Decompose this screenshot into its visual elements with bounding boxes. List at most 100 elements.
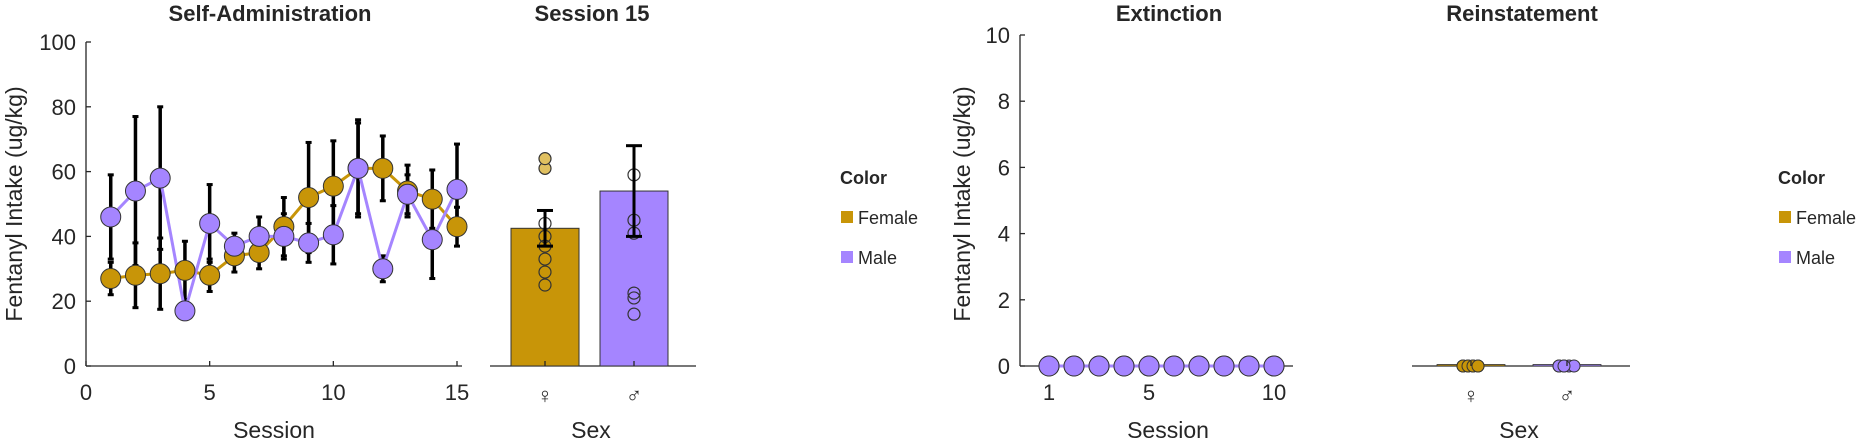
female-individual-point (538, 152, 552, 166)
male-point (446, 178, 468, 200)
legend-2-male-label: Male (1796, 248, 1835, 268)
legend-1-title: Color (840, 168, 887, 188)
session15-error-bars (537, 144, 642, 248)
y-tick-label: 4 (998, 222, 1010, 247)
extinction-panel: Extinction 0 2 4 6 8 10 1 5 10 Session Fentanyl … (949, 1, 1293, 443)
legend-1: Color Female Male (840, 168, 918, 268)
male-point (372, 258, 394, 280)
male-point (1238, 355, 1260, 377)
x-tick-label: 0 (80, 380, 92, 405)
male-point (298, 232, 320, 254)
legend-1-female-swatch (841, 211, 853, 223)
y-tick-label: 8 (998, 89, 1010, 114)
male-point (1063, 355, 1085, 377)
session15-bars (510, 190, 669, 367)
legend-2: Color Female Male (1778, 168, 1856, 268)
male-point (1213, 355, 1235, 377)
y-tick-label: 80 (52, 95, 76, 120)
extinction-y-label: Fentanyl Intake (ug/kg) (949, 86, 975, 321)
legend-2-male-swatch (1779, 251, 1791, 263)
male-point (273, 225, 295, 247)
male-point (397, 183, 419, 205)
self-administration-panel: Self-Administration 0 20 40 60 80 100 0 5 10 15 S… (1, 1, 469, 443)
male-point (174, 300, 196, 322)
x-tick-label: 10 (1262, 380, 1286, 405)
self-administration-points (100, 157, 468, 322)
female-point (298, 187, 320, 209)
session15-title: Session 15 (535, 1, 650, 26)
y-tick-label: 100 (39, 30, 76, 55)
male-point (1263, 355, 1285, 377)
x-tick-label: ♀ (1463, 383, 1480, 408)
x-tick-label: ♀ (537, 383, 554, 408)
female-point (100, 268, 122, 290)
female-individual-point (538, 252, 552, 266)
female-individual-point (538, 278, 552, 292)
male-point (421, 229, 443, 251)
reinstatement-ticks: ♀ ♂ (1463, 361, 1576, 408)
male-point (223, 235, 245, 257)
male-individual-point (1557, 359, 1571, 373)
female-point (322, 175, 344, 197)
x-tick-label: 5 (204, 380, 216, 405)
session15-x-label: Sex (571, 417, 611, 443)
female-point (149, 263, 171, 285)
male-point (1038, 355, 1060, 377)
male-point (322, 224, 344, 246)
session15-ticks: ♀ ♂ (537, 361, 643, 408)
reinstatement-x-label: Sex (1499, 417, 1539, 443)
male-point (1113, 355, 1135, 377)
female-point (421, 188, 443, 210)
y-tick-label: 0 (64, 354, 76, 379)
extinction-ticks: 0 2 4 6 8 10 1 5 10 (986, 23, 1287, 405)
legend-2-title: Color (1778, 168, 1825, 188)
y-tick-label: 0 (998, 354, 1010, 379)
x-tick-label: 15 (445, 380, 469, 405)
male-point (1138, 355, 1160, 377)
male-point (347, 157, 369, 179)
y-tick-label: 60 (52, 160, 76, 185)
self-administration-error-bars (107, 105, 460, 319)
male-point (1188, 355, 1210, 377)
x-tick-label: 5 (1143, 380, 1155, 405)
y-tick-label: 6 (998, 155, 1010, 180)
legend-1-female-label: Female (858, 208, 918, 228)
reinstatement-panel: Reinstatement ♀ ♂ Sex (1412, 1, 1630, 443)
male-point (124, 180, 146, 202)
x-tick-label: ♂ (626, 383, 643, 408)
self-administration-x-label: Session (233, 417, 315, 443)
self-administration-title: Self-Administration (169, 1, 372, 26)
female-individual-point (538, 265, 552, 279)
x-tick-label: 10 (321, 380, 345, 405)
male-point (149, 167, 171, 189)
male-point (199, 212, 221, 234)
y-tick-label: 40 (52, 224, 76, 249)
legend-2-female-swatch (1779, 211, 1791, 223)
male-point (248, 225, 270, 247)
female-bar (510, 227, 580, 367)
extinction-title: Extinction (1116, 1, 1222, 26)
male-point (100, 206, 122, 228)
legend-1-male-swatch (841, 251, 853, 263)
y-tick-label: 10 (986, 23, 1010, 48)
male-individual-point (627, 291, 641, 305)
female-point (199, 264, 221, 286)
x-tick-label: ♂ (1559, 383, 1576, 408)
self-administration-ticks: 0 20 40 60 80 100 0 5 10 15 (39, 30, 469, 405)
male-point (1163, 355, 1185, 377)
reinstatement-title: Reinstatement (1446, 1, 1598, 26)
session15-panel: Session 15 ♀ ♂ Sex (490, 1, 696, 443)
x-tick-label: 1 (1043, 380, 1055, 405)
female-point (372, 157, 394, 179)
legend-2-female-label: Female (1796, 208, 1856, 228)
legend-1-male-label: Male (858, 248, 897, 268)
female-point (124, 264, 146, 286)
female-individual-point (1471, 359, 1485, 373)
y-tick-label: 2 (998, 288, 1010, 313)
female-point (446, 216, 468, 238)
male-individual-point (627, 307, 641, 321)
extinction-points (1038, 355, 1285, 377)
male-individual-point (627, 286, 641, 300)
female-point (174, 259, 196, 281)
